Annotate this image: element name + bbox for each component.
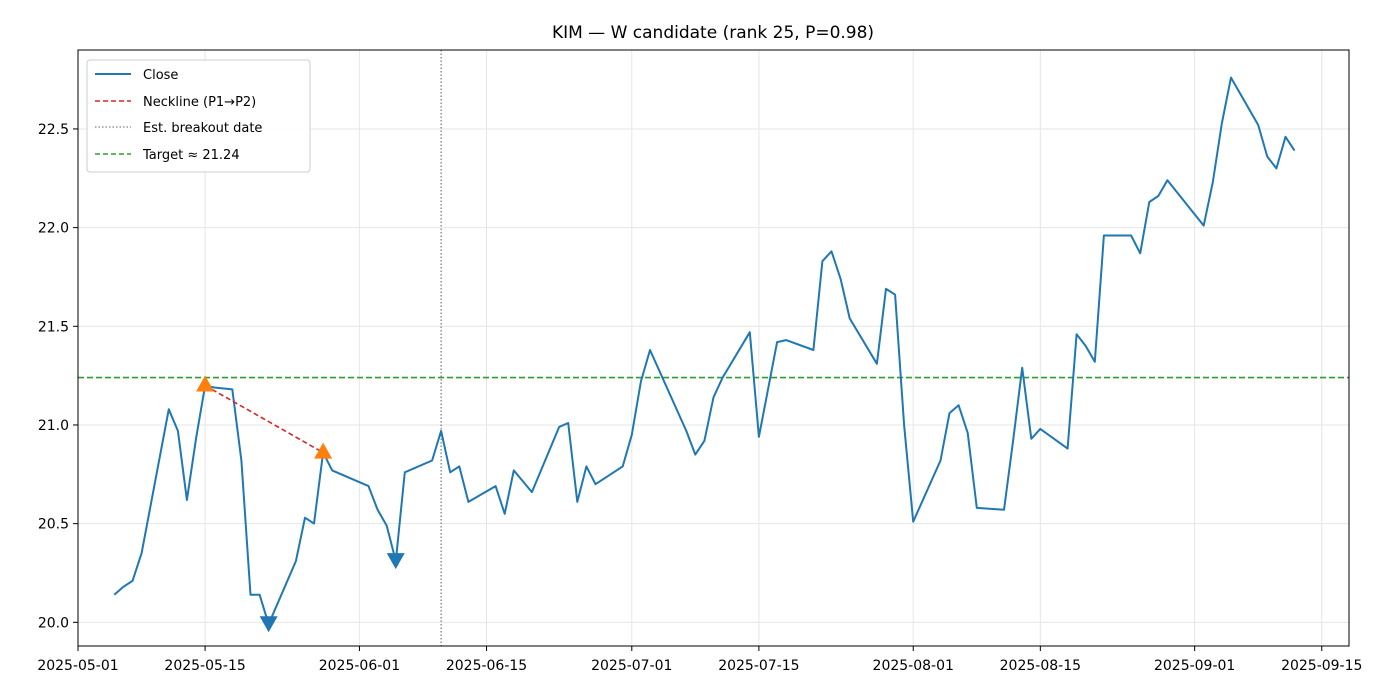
- x-tick-label: 2025-06-15: [446, 658, 527, 674]
- x-tick-label: 2025-09-15: [1281, 658, 1362, 674]
- peak-marker: [196, 375, 215, 392]
- y-tick-label: 22.0: [38, 221, 69, 237]
- neckline-line: [204, 384, 324, 454]
- x-tick-label: 2025-08-15: [1000, 658, 1081, 674]
- legend-label-target: Target ≈ 21.24: [142, 148, 240, 163]
- plot-frame: [77, 49, 1350, 647]
- series-layer: [113, 76, 1296, 626]
- y-tick-label: 21.5: [38, 319, 69, 335]
- x-tick-label: 2025-08-01: [873, 658, 954, 674]
- legend-label-breakout: Est. breakout date: [143, 121, 262, 136]
- x-tick-label: 2025-07-15: [718, 658, 799, 674]
- y-tick-label: 20.5: [38, 517, 69, 533]
- pattern-markers: [196, 375, 405, 633]
- close-price-line: [113, 76, 1296, 626]
- trough-marker: [259, 616, 278, 633]
- y-tick-label: 22.5: [38, 122, 69, 138]
- legend-label-neckline: Neckline (P1→P2): [143, 95, 256, 110]
- trough-marker: [386, 553, 405, 570]
- x-tick-label: 2025-05-15: [164, 658, 245, 674]
- x-tick-label: 2025-07-01: [591, 658, 672, 674]
- legend: Close Neckline (P1→P2) Est. breakout dat…: [86, 59, 311, 173]
- legend-label-close: Close: [143, 68, 178, 83]
- reference-lines: [78, 50, 1349, 646]
- x-tick-label: 2025-09-01: [1154, 658, 1235, 674]
- x-tick-label: 2025-06-01: [319, 658, 400, 674]
- peak-marker: [314, 442, 333, 459]
- y-axis: 20.0 20.5 21.0 21.5 22.0 22.5: [38, 122, 78, 631]
- y-tick-label: 20.0: [38, 615, 69, 631]
- chart-title: KIM — W candidate (rank 25, P=0.98): [552, 23, 874, 43]
- x-tick-label: 2025-05-01: [37, 658, 118, 674]
- x-axis: 2025-05-01 2025-05-15 2025-06-01 2025-06-15…: [37, 646, 1362, 674]
- y-tick-label: 21.0: [38, 418, 69, 434]
- legend-box: [86, 59, 311, 173]
